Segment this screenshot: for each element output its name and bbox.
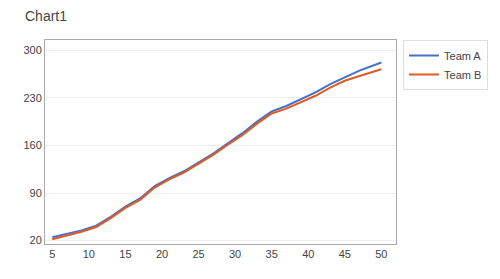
svg-text:50: 50 bbox=[375, 248, 387, 260]
svg-text:Chart1: Chart1 bbox=[25, 8, 67, 24]
svg-text:90: 90 bbox=[30, 187, 42, 199]
svg-text:20: 20 bbox=[156, 248, 168, 260]
svg-text:Team B: Team B bbox=[444, 69, 481, 81]
svg-text:10: 10 bbox=[83, 248, 95, 260]
svg-text:230: 230 bbox=[23, 92, 41, 104]
svg-text:25: 25 bbox=[192, 248, 204, 260]
svg-text:5: 5 bbox=[49, 248, 55, 260]
svg-text:40: 40 bbox=[302, 248, 314, 260]
svg-text:300: 300 bbox=[23, 44, 41, 56]
svg-text:Team A: Team A bbox=[444, 50, 481, 62]
svg-text:35: 35 bbox=[266, 248, 278, 260]
svg-text:20: 20 bbox=[30, 234, 42, 246]
svg-text:160: 160 bbox=[23, 139, 41, 151]
svg-text:30: 30 bbox=[229, 248, 241, 260]
svg-text:45: 45 bbox=[339, 248, 351, 260]
svg-text:15: 15 bbox=[119, 248, 131, 260]
